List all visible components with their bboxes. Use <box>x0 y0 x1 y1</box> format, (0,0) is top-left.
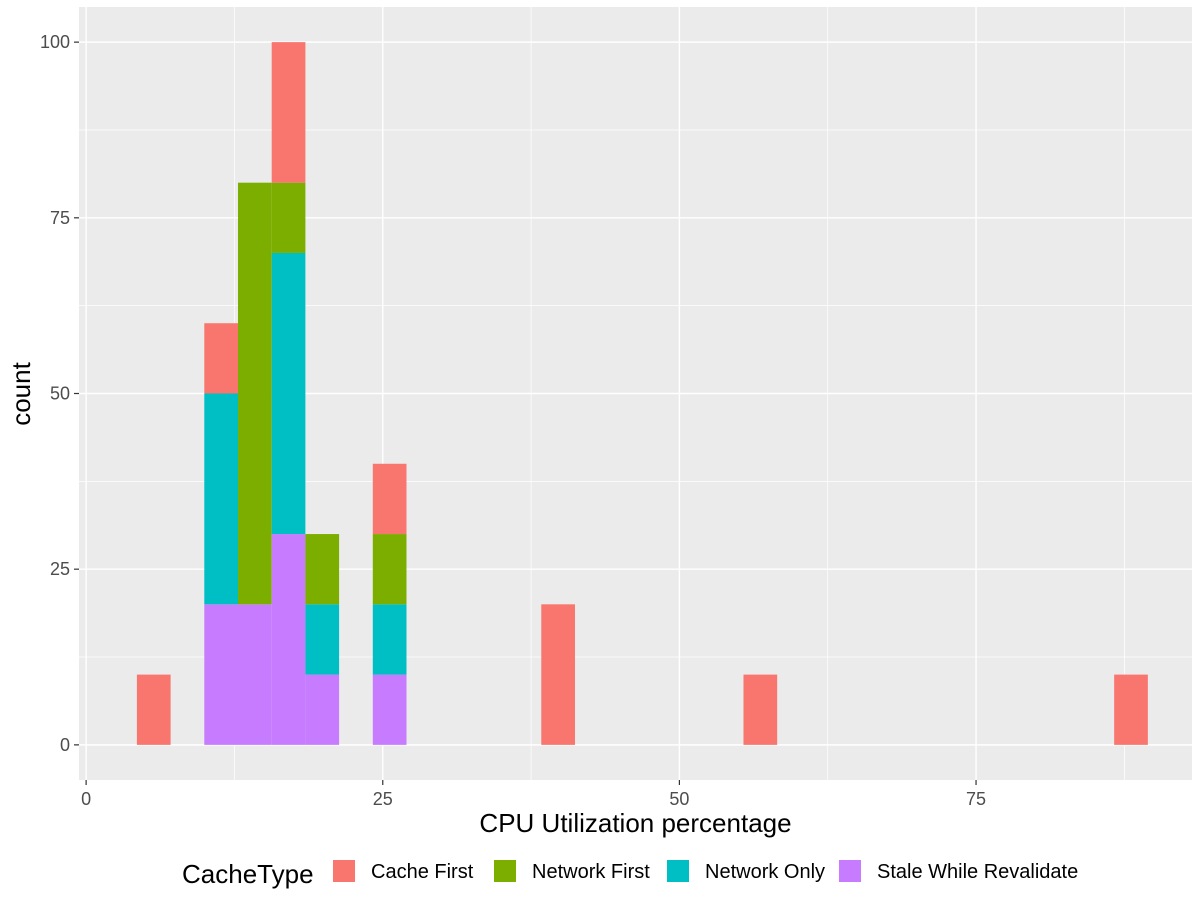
y-tick-label: 75 <box>50 208 70 228</box>
bar-segment-network-only <box>305 604 340 675</box>
bar-segment-cache-first <box>136 674 171 745</box>
y-tick-label: 0 <box>60 735 70 755</box>
bar-segment-network-only <box>204 393 238 605</box>
legend-key-cache-first <box>333 860 355 882</box>
legend-label-stale-while-revalidate: Stale While Revalidate <box>877 861 1078 883</box>
legend-key-network-only <box>667 860 689 882</box>
bars-layer <box>136 42 1148 745</box>
bar-segment-network-first <box>372 534 407 605</box>
legend-label-network-only: Network Only <box>705 861 825 883</box>
legend-key-stale-while-revalidate <box>839 860 861 882</box>
bar-segment-network-only <box>271 252 306 535</box>
x-tick-label: 25 <box>373 789 393 809</box>
bar-segment-network-first <box>271 182 306 253</box>
y-tick-label: 100 <box>40 32 70 52</box>
bar-segment-cache-first <box>271 42 306 183</box>
bar-segment-network-only <box>372 604 407 675</box>
x-tick-label: 50 <box>669 789 689 809</box>
bar-segment-network-first <box>238 182 272 605</box>
legend: CacheType Cache First Network First Networ… <box>182 859 1078 889</box>
y-axis-ticks: 0 25 50 75 100 <box>40 32 79 755</box>
bar-segment-cache-first <box>204 323 238 394</box>
x-tick-label: 0 <box>81 789 91 809</box>
bar-segment-stale-while-revalidate <box>372 674 407 745</box>
bar-segment-stale-while-revalidate <box>305 674 340 745</box>
bar-segment-stale-while-revalidate <box>238 604 272 745</box>
x-tick-label: 75 <box>966 789 986 809</box>
legend-key-network-first <box>494 860 516 882</box>
bar-segment-network-first <box>305 534 340 605</box>
bar-segment-stale-while-revalidate <box>204 604 238 745</box>
y-tick-label: 25 <box>50 559 70 579</box>
legend-title: CacheType <box>182 859 314 889</box>
x-axis-ticks: 0 25 50 75 <box>81 780 986 809</box>
bar-segment-cache-first <box>743 674 778 745</box>
legend-label-network-first: Network First <box>532 861 650 883</box>
legend-label-cache-first: Cache First <box>371 861 474 883</box>
bar-segment-stale-while-revalidate <box>271 534 306 745</box>
y-tick-label: 50 <box>50 384 70 404</box>
bar-segment-cache-first <box>372 463 407 535</box>
bar-segment-cache-first <box>1114 674 1148 745</box>
bar-segment-cache-first <box>541 604 575 745</box>
y-axis-title: count <box>6 361 36 425</box>
x-axis-title: CPU Utilization percentage <box>479 808 791 838</box>
